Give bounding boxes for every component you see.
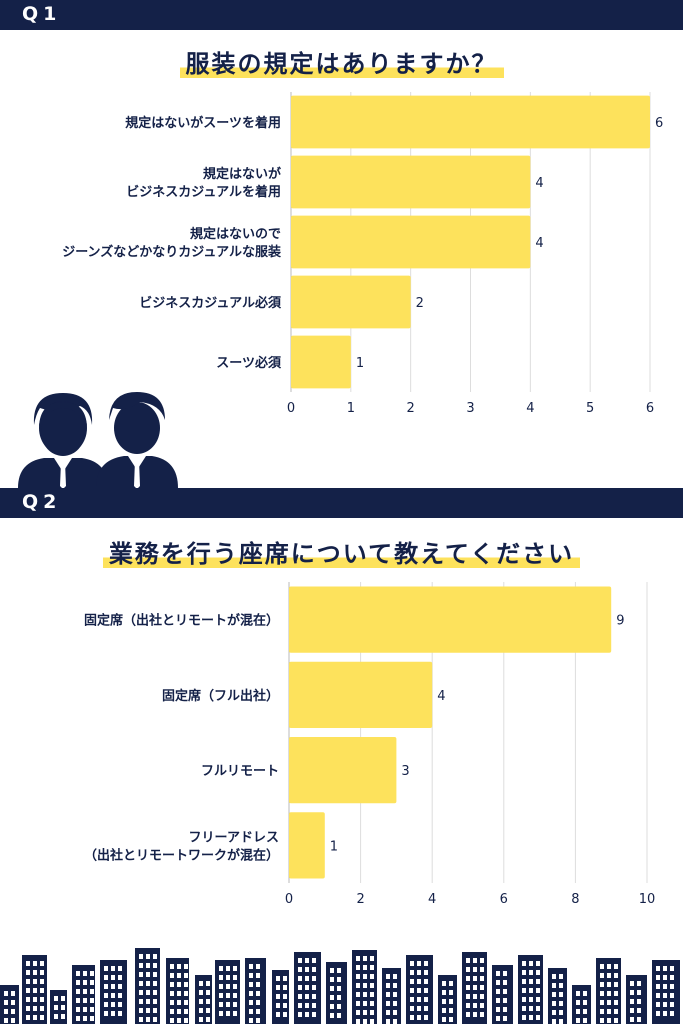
bar <box>291 275 411 329</box>
bar <box>291 335 351 389</box>
category-label: （出社とリモートワークが混在） <box>84 847 279 863</box>
x-tick-label: 1 <box>347 401 355 416</box>
x-tick-label: 10 <box>639 892 656 907</box>
category-label: スーツ必須 <box>216 355 282 371</box>
x-tick-label: 2 <box>356 892 364 907</box>
category-label: ビジネスカジュアル必須 <box>139 295 282 311</box>
q2-label: Q2 <box>22 491 62 513</box>
bar <box>289 737 397 804</box>
bar <box>291 155 531 209</box>
q2-title-text: 業務を行う座席について教えてください <box>102 540 581 568</box>
bar <box>289 586 612 653</box>
q1-title-text: 服装の規定はありますか？ <box>179 50 504 78</box>
bar-value-label: 3 <box>401 764 409 779</box>
x-tick-label: 4 <box>526 401 534 416</box>
category-label: 固定席（フル出社） <box>162 688 279 704</box>
q1-title: 服装の規定はありますか？ <box>0 44 683 79</box>
q2-title: 業務を行う座席について教えてください <box>0 534 683 569</box>
category-label: 規定はないので <box>190 226 281 242</box>
x-tick-label: 3 <box>466 401 474 416</box>
x-tick-label: 6 <box>646 401 654 416</box>
category-label: ジーンズなどかなりカジュアルな服装 <box>62 244 281 260</box>
bar-value-label: 1 <box>330 839 338 854</box>
category-label: 規定はないがスーツを着用 <box>125 115 281 131</box>
x-tick-label: 8 <box>571 892 579 907</box>
bar-value-label: 6 <box>655 116 663 131</box>
category-label: ビジネスカジュアルを着用 <box>126 184 281 200</box>
category-label: フリーアドレス <box>189 830 279 845</box>
x-tick-label: 4 <box>428 892 436 907</box>
x-tick-label: 0 <box>285 892 293 907</box>
bar <box>291 215 531 269</box>
bar-value-label: 4 <box>535 236 543 251</box>
bar <box>289 812 325 879</box>
bar-value-label: 2 <box>416 296 424 311</box>
x-tick-label: 5 <box>586 401 594 416</box>
category-label: 固定席（出社とリモートが混在） <box>84 613 279 629</box>
bar <box>289 661 433 728</box>
x-tick-label: 2 <box>407 401 415 416</box>
q1-label: Q1 <box>22 3 62 25</box>
x-tick-label: 6 <box>500 892 508 907</box>
bar-value-label: 1 <box>356 356 364 371</box>
bar-value-label: 4 <box>437 689 445 704</box>
category-label: フルリモート <box>201 764 279 779</box>
category-label: 規定はないが <box>203 166 281 182</box>
q2-header-bar: Q2 <box>0 488 683 518</box>
bar-value-label: 4 <box>535 176 543 191</box>
x-tick-label: 0 <box>287 401 295 416</box>
bar-value-label: 9 <box>616 614 624 629</box>
bar <box>291 95 650 149</box>
q1-header-bar: Q1 <box>0 0 683 30</box>
